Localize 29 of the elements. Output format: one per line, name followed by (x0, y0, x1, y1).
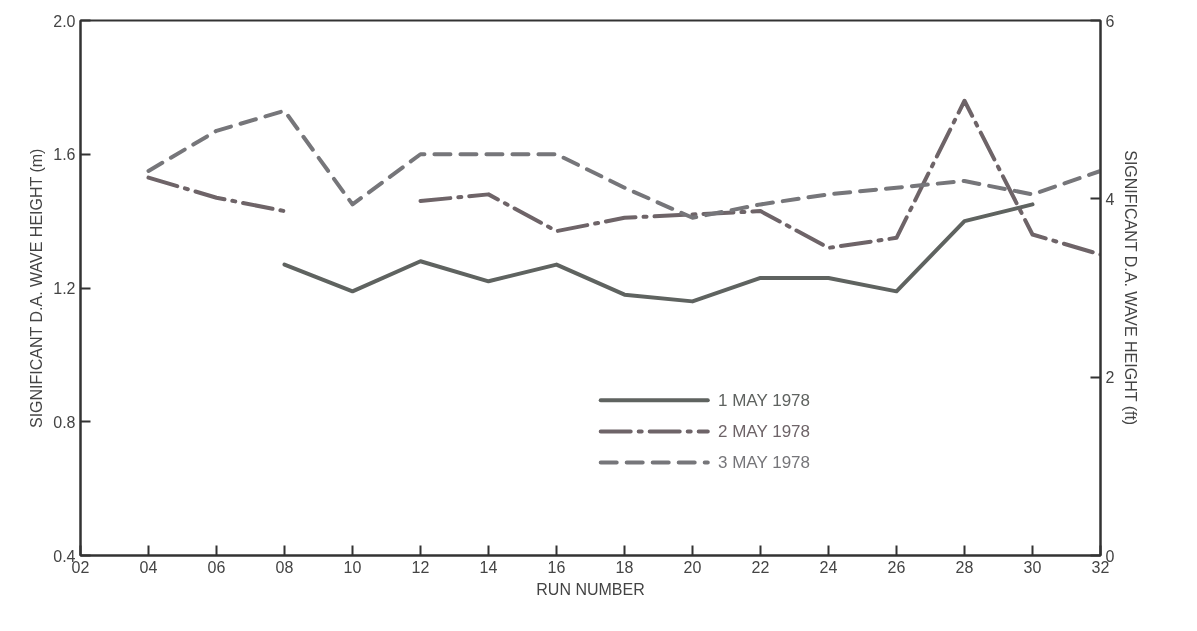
x-tick-label: 14 (479, 558, 498, 576)
line-series (146, 108, 1101, 220)
x-axis-title: RUN NUMBER (536, 580, 645, 598)
line-series (282, 202, 1035, 304)
y-tick-label: 1.2 (53, 280, 76, 297)
x-tick-label: 20 (683, 558, 702, 576)
y-axis-title: SIGNIFICANT D.A. WAVE HEIGHT (m) (28, 148, 46, 428)
x-tick-label: 08 (275, 558, 294, 576)
text: 2 MAY 1978 (718, 421, 810, 441)
x-tick-label: 04 (139, 558, 158, 576)
text: 3 MAY 1978 (718, 452, 810, 472)
x-tick-label: 30 (1023, 558, 1042, 576)
x-tick-label: 18 (615, 558, 634, 576)
x-tick-label: 16 (547, 558, 566, 576)
x-tick-label: 10 (343, 558, 362, 576)
x-tick-label: 24 (819, 558, 838, 576)
y2-tick-label: 4 (1105, 190, 1115, 208)
x-tick-label: 28 (955, 558, 974, 576)
x-tick-label: 06 (207, 558, 226, 576)
y-tick-label: 2.0 (53, 12, 76, 30)
y-tick-label: 1.6 (53, 146, 76, 164)
x-tick-label: 22 (751, 558, 770, 576)
text: 1 MAY 1978 (718, 390, 810, 410)
x-tick-label: 12 (411, 558, 430, 576)
y2-tick-label: 6 (1105, 12, 1115, 30)
y-tick-label: 0.8 (53, 413, 76, 431)
y2-axis-title: SIGNIFICANT D.A. WAVE HEIGHT (ft) (1122, 150, 1140, 426)
x-tick-label: 26 (887, 558, 906, 576)
y2-tick-label: 2 (1105, 369, 1115, 387)
